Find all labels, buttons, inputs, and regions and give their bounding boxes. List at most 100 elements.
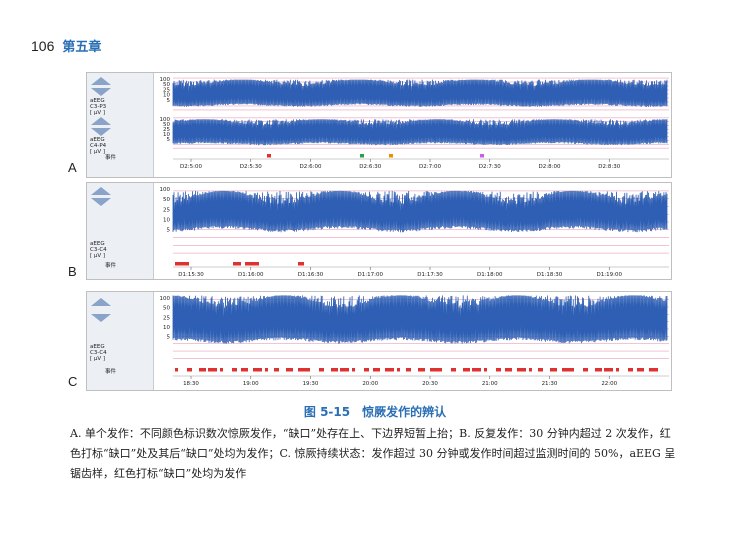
event-mark [274, 368, 279, 372]
time-tick-label: D1:18:30 [537, 272, 563, 278]
event-mark [616, 368, 619, 372]
event-mark [199, 368, 206, 372]
time-axis-c: 18:30 19:00 19:30 20:00 20:30 21:00 21:30 22:00 [173, 375, 669, 387]
figure-caption-body: A. 单个发作：不同颜色标识数次惊厥发作，“缺口”处存在上、下边界短暂上抬；B.… [70, 427, 676, 480]
event-mark [583, 368, 588, 372]
time-tick-label: D1:16:30 [298, 272, 324, 278]
event-mark [175, 262, 189, 266]
scale-down-arrow-icon[interactable] [91, 198, 111, 206]
scale-down-arrow-icon[interactable] [91, 128, 111, 136]
y-tick-label: 25 [163, 207, 170, 213]
event-mark [451, 368, 456, 372]
event-mark [352, 368, 355, 372]
channel-label-c3-c4: aEEG C3-C4 [ μV ] [90, 344, 107, 362]
event-mark [360, 154, 364, 158]
event-mark [637, 368, 644, 372]
event-mark [233, 262, 241, 266]
page-number: 106 [31, 38, 55, 54]
aeeg-trace [172, 79, 668, 107]
y-tick-label: 100 [160, 77, 171, 83]
event-mark [517, 368, 526, 372]
aeeg-panel-b: aEEG C3-C4 [ μV ] 事件 100 50 25 10 5 D1:15:30 D… [86, 182, 672, 280]
scale-down-arrow-icon[interactable] [91, 314, 111, 322]
event-mark [208, 368, 217, 372]
page-header: 106 第五章 [31, 36, 101, 56]
scale-down-arrow-icon[interactable] [91, 88, 111, 96]
y-tick-label: 50 [163, 197, 170, 203]
y-tick-label: 100 [160, 296, 171, 302]
event-mark [463, 368, 470, 372]
event-mark [220, 368, 223, 372]
aeeg-trace [172, 295, 668, 344]
time-tick-label: 21:00 [482, 381, 498, 387]
event-mark [340, 368, 349, 372]
channel-label-c4-p4: aEEG C4-P4 [ μV ] [90, 137, 107, 155]
event-mark [298, 368, 307, 372]
y-tick-label: 10 [163, 132, 170, 138]
y-tick-label: 50 [163, 122, 170, 128]
event-mark [484, 368, 487, 372]
event-mark [562, 368, 571, 372]
chapter-title: 第五章 [62, 40, 102, 55]
event-row-label: 事件 [105, 155, 117, 161]
event-row-label: 事件 [105, 263, 117, 269]
event-mark [505, 368, 512, 372]
time-tick-label: 21:30 [542, 381, 558, 387]
event-mark [298, 262, 304, 266]
event-mark [397, 368, 400, 372]
time-tick-label: D1:19:00 [597, 272, 623, 278]
event-mark [571, 368, 574, 372]
time-tick-label: 22:00 [601, 381, 617, 387]
event-mark [418, 368, 425, 372]
time-tick-label: 18:30 [183, 381, 199, 387]
event-mark [385, 368, 394, 372]
event-row-b [175, 262, 304, 266]
time-tick-label: 20:30 [422, 381, 438, 387]
channel-c3-c4: 100 50 25 10 5 [160, 295, 669, 359]
event-mark [628, 368, 633, 372]
time-tick-label: D1:17:00 [358, 272, 384, 278]
time-tick-label: D2:8:00 [539, 164, 561, 170]
figure-caption-title: 图 5-15 惊厥发作的辨认 [303, 405, 447, 419]
scale-up-arrow-icon[interactable] [91, 117, 111, 125]
y-tick-label: 10 [163, 218, 170, 224]
aeeg-panel-a: aEEG C3-P3 [ μV ] aEEG C4-P4 [ μV ] 事件 1… [86, 72, 672, 178]
panel-c-sidebar: aEEG C3-C4 [ μV ] 事件 [87, 292, 154, 390]
y-tick-label: 5 [167, 137, 171, 143]
event-mark [232, 368, 237, 372]
event-mark [253, 368, 262, 372]
y-tick-label: 5 [167, 98, 171, 104]
event-mark [406, 368, 411, 372]
scale-up-arrow-icon[interactable] [91, 77, 111, 85]
event-mark [496, 368, 501, 372]
time-tick-label: D2:7:00 [419, 164, 441, 170]
scale-up-arrow-icon[interactable] [91, 187, 111, 195]
event-mark [187, 368, 192, 372]
event-mark [175, 368, 178, 372]
event-mark [331, 368, 338, 372]
aeeg-trace [172, 190, 668, 233]
channel-label-c3-c4: aEEG C3-C4 [ μV ] [90, 241, 107, 259]
event-mark [439, 368, 442, 372]
aeeg-trace [172, 119, 668, 146]
channel-c3-c4: 100 50 25 10 5 [160, 187, 669, 254]
y-tick-label: 25 [163, 87, 170, 93]
event-mark [529, 368, 532, 372]
y-tick-label: 50 [163, 306, 170, 312]
y-tick-label: 5 [167, 228, 171, 234]
panel-label-a: A [68, 160, 77, 175]
y-tick-label: 50 [163, 82, 170, 88]
event-mark [389, 154, 393, 158]
event-row-label: 事件 [105, 369, 117, 375]
panel-a-sidebar: aEEG C3-P3 [ μV ] aEEG C4-P4 [ μV ] 事件 [87, 73, 154, 177]
y-tick-label: 10 [163, 93, 170, 99]
panel-b-sidebar: aEEG C3-C4 [ μV ] 事件 [87, 183, 154, 279]
scale-up-arrow-icon[interactable] [91, 298, 111, 306]
event-mark [430, 368, 439, 372]
event-mark [241, 368, 248, 372]
panel-label-b: B [68, 264, 77, 279]
event-mark [286, 368, 293, 372]
time-axis-a: D2:5:00 D2:5:30 D2:6:00 D2:6:30 D2:7:00 D2:7:… [173, 158, 669, 170]
